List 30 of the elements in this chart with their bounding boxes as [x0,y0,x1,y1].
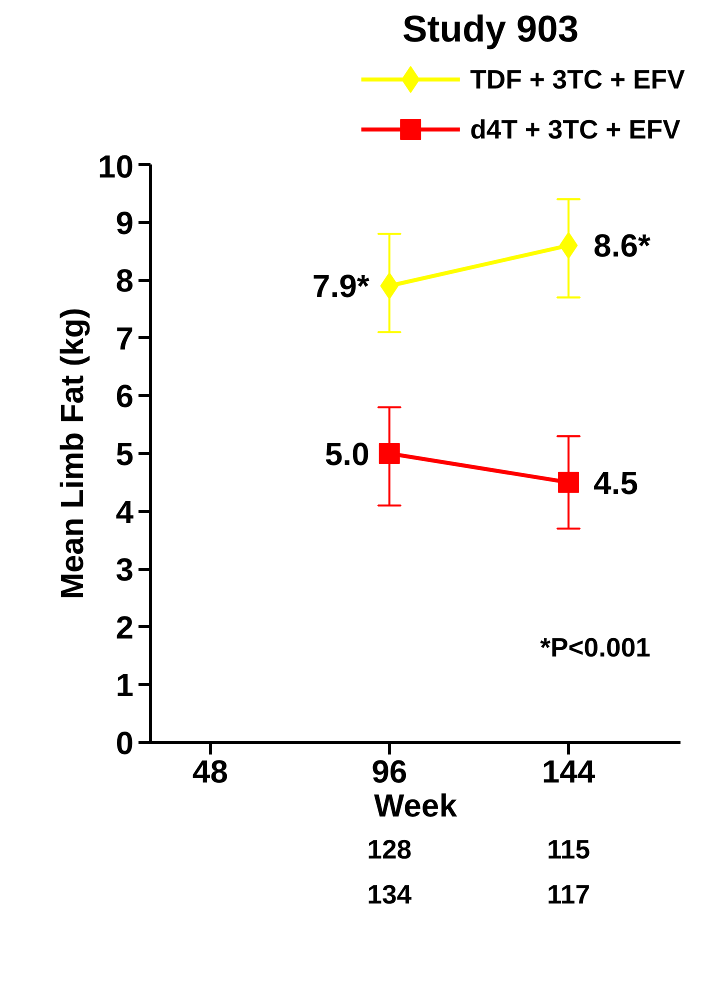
y-tick-label: 7 [116,320,134,356]
data-label: 7.9* [312,268,370,304]
text: 134 [367,880,412,910]
y-tick-label: 4 [116,494,134,530]
x-tick-label: 144 [542,754,596,790]
y-tick-label: 10 [98,148,134,184]
y-tick-label: 9 [116,204,134,241]
y-tick-label: 0 [116,725,134,761]
x-tick-label: 96 [372,754,408,790]
x-axis-title: Week [374,788,458,824]
legend-label: d4T + 3TC + EFV [470,114,681,144]
y-axis-title: Mean Limb Fat (kg) [54,308,90,600]
text: 128 [367,834,412,864]
legend-label: TDF + 3TC + EFV [470,64,686,94]
y-tick-label: 6 [116,378,134,414]
data-label: 4.5 [594,464,638,501]
x-tick-label: 48 [192,754,228,790]
y-tick-label: 2 [116,609,134,646]
text: 115 [547,834,590,864]
y-tick-label: 3 [116,552,134,588]
point [558,472,580,493]
data-label: 5.0 [324,436,370,472]
y-tick-label: 5 [116,436,134,472]
text: 117 [547,880,590,910]
y-tick-label: 1 [116,667,134,704]
y-tick-label: 8 [116,262,134,299]
chart-title: Study 903 [402,8,579,50]
annotation: *P<0.001 [540,632,651,662]
data-label: 8.6* [594,227,652,264]
point [378,443,400,464]
